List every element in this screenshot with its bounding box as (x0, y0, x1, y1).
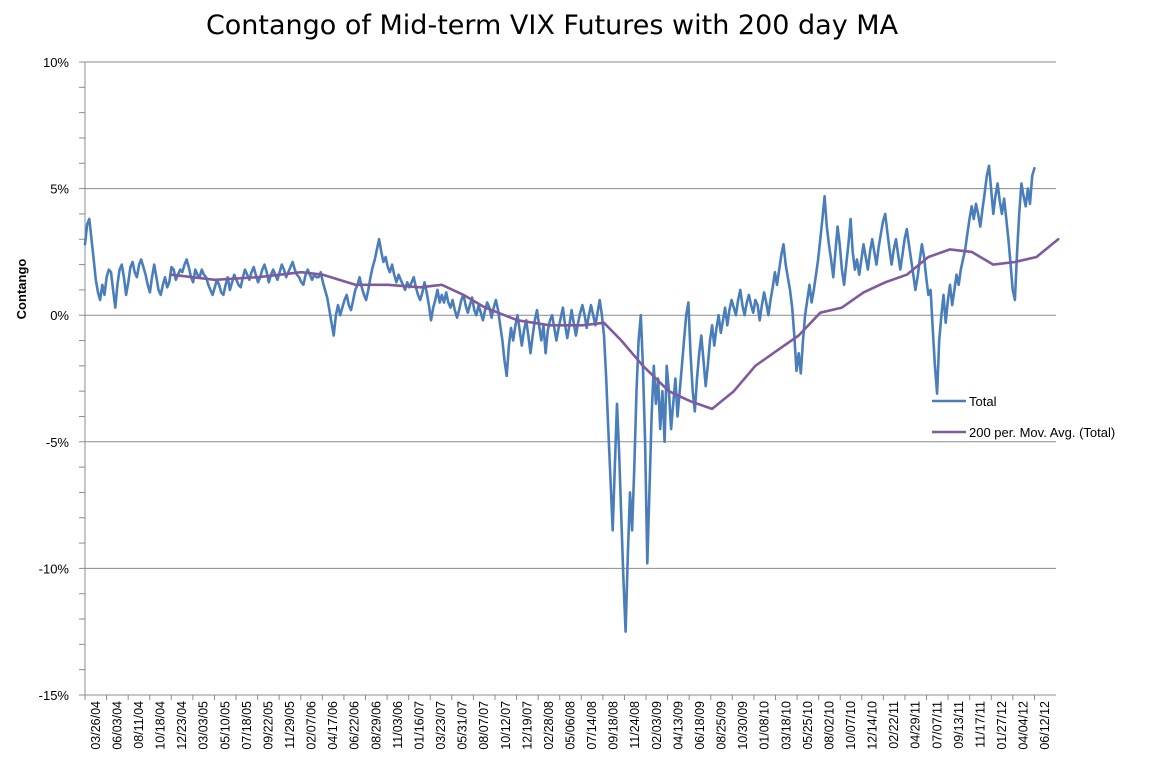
y-tick-label: 5% (50, 182, 69, 197)
x-tick-label: 01/27/12 (995, 701, 1009, 750)
x-tick-label: 12/19/07 (520, 701, 534, 750)
x-tick-label: 09/18/08 (607, 701, 621, 750)
x-tick-label: 10/12/07 (499, 701, 513, 750)
x-tick-label: 03/26/04 (89, 701, 103, 750)
x-tick-label: 11/03/06 (391, 701, 405, 749)
chart-title: Contango of Mid-term VIX Futures with 20… (206, 10, 899, 41)
x-tick-label: 03/03/05 (197, 701, 211, 750)
x-tick-label: 08/11/04 (132, 701, 146, 749)
x-tick-label: 06/18/09 (693, 701, 707, 750)
y-tick-label: 0% (50, 308, 69, 323)
x-tick-label: 12/14/10 (866, 701, 880, 750)
x-tick-label: 08/07/07 (477, 701, 491, 750)
x-tick-label: 10/18/04 (154, 701, 168, 750)
x-tick-label: 08/29/06 (369, 701, 383, 750)
x-tick-label: 05/06/08 (564, 701, 578, 750)
x-tick-label: 03/23/07 (434, 701, 448, 750)
legend: Total 200 per. Mov. Avg. (Total) (932, 394, 1115, 440)
legend-label: Total (969, 394, 997, 409)
x-tick-label: 01/08/10 (758, 701, 772, 750)
y-axis-label: Contango (14, 259, 29, 320)
x-tick-label: 10/30/09 (736, 701, 750, 750)
y-tick-label: -5% (46, 435, 70, 450)
x-tick-label: 12/23/04 (175, 701, 189, 750)
x-tick-label: 04/17/06 (326, 701, 340, 750)
x-tick-label: 07/07/11 (930, 701, 944, 749)
series-layer (83, 164, 1060, 633)
x-tick-label: 05/31/07 (456, 701, 470, 750)
x-tick-label: 01/16/07 (412, 701, 426, 750)
gridlines (85, 61, 1056, 696)
x-tick-label: 07/18/05 (240, 701, 254, 750)
x-tick-label: 06/03/04 (110, 701, 124, 750)
series-moving-average-line (170, 237, 1060, 411)
x-tick-label: 02/22/11 (887, 701, 901, 749)
x-tick-labels: 03/26/04 06/03/04 08/11/04 10/18/04 12/23/04… (89, 701, 1052, 750)
x-tick-label: 09/22/05 (261, 701, 275, 750)
x-tick-label: 11/29/05 (283, 701, 297, 749)
x-tick-label: 11/17/11 (973, 701, 987, 748)
x-tick-label: 08/02/10 (822, 701, 836, 750)
y-tick-label: -10% (39, 561, 70, 576)
x-tick-label: 09/13/11 (952, 701, 966, 749)
x-tick-label: 05/25/10 (801, 701, 815, 750)
y-tick-label: 10% (43, 55, 69, 70)
legend-label: 200 per. Mov. Avg. (Total) (969, 425, 1115, 440)
x-tick-label: 10/07/10 (844, 701, 858, 750)
x-tick-label: 04/13/09 (671, 701, 685, 750)
x-tick-label: 08/25/09 (715, 701, 729, 750)
x-tick-label: 02/28/08 (542, 701, 556, 750)
axes (79, 61, 1056, 700)
x-tick-label: 02/03/09 (650, 701, 664, 750)
x-tick-label: 03/18/10 (779, 701, 793, 750)
y-tick-label: -15% (39, 688, 70, 703)
x-tick-label: 06/12/12 (1038, 701, 1052, 750)
x-tick-label: 07/14/08 (585, 701, 599, 750)
x-tick-label: 05/10/05 (218, 701, 232, 750)
x-tick-label: 04/04/12 (1017, 701, 1031, 750)
series-total-line (83, 164, 1036, 633)
x-tick-label: 11/24/08 (628, 701, 642, 749)
y-tick-labels: 10% 5% 0% -5% -10% -15% (39, 55, 70, 703)
x-tick-label: 04/29/11 (909, 701, 923, 749)
x-tick-label: 06/22/06 (348, 701, 362, 750)
x-tick-label: 02/07/06 (305, 701, 319, 750)
